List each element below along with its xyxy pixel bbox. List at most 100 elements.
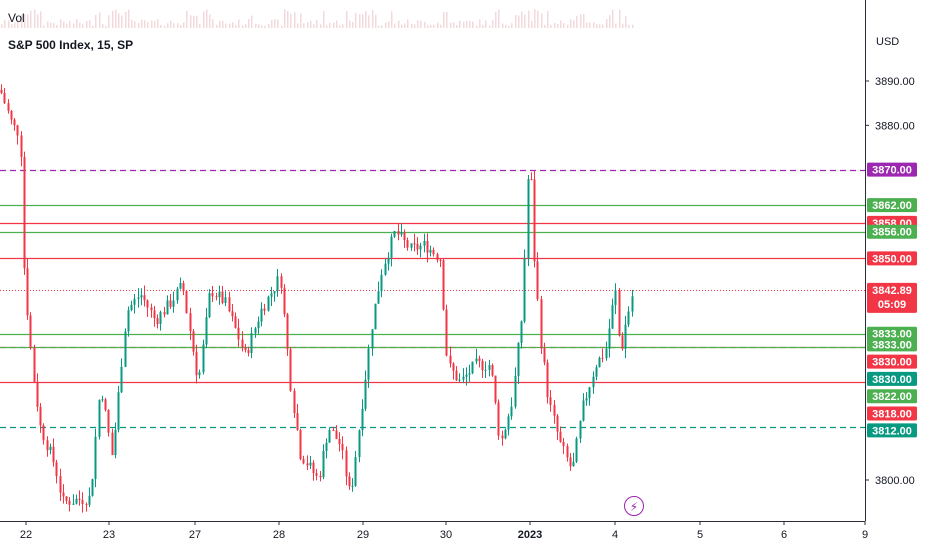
volume-bar-149	[485, 20, 487, 28]
volume-bar-172	[560, 20, 562, 28]
volume-bar-7	[24, 14, 26, 28]
candle-body-55	[179, 283, 182, 289]
volume-bar-95	[310, 20, 312, 28]
volume-bar-96	[313, 24, 315, 28]
volume-bar-180	[586, 22, 588, 28]
level-tag-4: 3850.00	[872, 253, 912, 265]
candle-body-182	[592, 376, 595, 388]
volume-bar-1	[4, 19, 6, 28]
candle-body-165	[536, 261, 539, 300]
candle-body-79	[257, 321, 260, 329]
candle-body-0	[0, 89, 3, 93]
volume-bar-5	[17, 19, 19, 28]
volume-bar-22	[73, 23, 75, 28]
candle-body-7	[23, 156, 26, 269]
candle-body-41	[133, 298, 136, 305]
candle-body-4	[13, 119, 16, 126]
volume-bar-81	[264, 25, 266, 28]
candle-body-175	[569, 457, 572, 467]
volume-bar-39	[128, 9, 130, 29]
level-tag-8: 3830.00	[872, 374, 912, 386]
candle-body-78	[254, 328, 257, 334]
candle-body-92	[299, 429, 302, 459]
candle-body-176	[572, 461, 575, 467]
volume-bar-56	[183, 22, 185, 28]
volume-bar-57	[186, 10, 188, 28]
volume-bar-31	[102, 23, 104, 28]
volume-bar-65	[212, 19, 214, 28]
volume-bar-175	[570, 19, 572, 28]
candle-body-59	[192, 331, 195, 352]
currency-label[interactable]: USD	[876, 36, 900, 48]
volume-bar-153	[498, 9, 500, 29]
volume-bar-32	[105, 25, 107, 28]
candle-body-188	[611, 305, 614, 329]
candle-body-147	[478, 358, 481, 361]
candle-body-16	[52, 446, 55, 463]
volume-bar-42	[138, 23, 140, 28]
volume-bar-179	[583, 13, 585, 28]
x-tick-label-6: 2023	[518, 529, 542, 541]
price-axis[interactable]: 3890.00 3880.00 3800.00	[865, 76, 915, 487]
candle-body-181	[588, 387, 591, 399]
lightning-icon[interactable]: ⚡	[624, 496, 644, 516]
candle-body-106	[345, 450, 348, 477]
candle-body-170	[553, 404, 556, 416]
volume-bar-194	[632, 24, 634, 28]
candle-body-71	[231, 311, 234, 317]
candle-body-15	[49, 446, 52, 451]
volume-bar-125	[407, 19, 409, 28]
candle-body-63	[205, 317, 208, 345]
volume-bar-62	[203, 11, 205, 28]
volume-bar-185	[602, 24, 604, 28]
candle-body-129	[419, 245, 422, 250]
candle-body-135	[439, 259, 442, 261]
candle-body-52	[169, 300, 172, 307]
candle-body-48	[156, 318, 159, 324]
volume-bar-141	[459, 20, 461, 28]
volume-bar-144	[469, 21, 471, 28]
volume-bar-128	[417, 20, 419, 28]
volume-bar-114	[372, 9, 374, 28]
volume-bar-66	[216, 24, 218, 28]
candle-body-31	[101, 399, 104, 401]
volume-bar-110	[359, 14, 361, 28]
volume-bar-37	[121, 15, 123, 28]
level-tag-7-bg	[867, 354, 917, 369]
volume-bar-111	[362, 14, 364, 28]
volume-bar-171	[557, 23, 559, 28]
candle-body-159	[517, 342, 520, 376]
volume-bar-177	[576, 15, 578, 28]
candle-body-116	[377, 291, 380, 304]
volume-bar-91	[297, 23, 299, 28]
candle-body-108	[351, 485, 354, 487]
candle-body-62	[202, 344, 205, 373]
candle-body-173	[562, 441, 565, 447]
volume-bar-107	[349, 20, 351, 28]
volume-bar-79	[258, 24, 260, 28]
candle-body-112	[364, 379, 367, 409]
candle-body-119	[387, 257, 390, 264]
volume-bar-154	[502, 23, 504, 28]
volume-bar-164	[534, 9, 536, 28]
candle-body-10	[33, 348, 36, 382]
volume-label: Vol	[8, 11, 25, 25]
time-axis[interactable]: 22 23 27 28 29 30 2023 4 5 6 9	[20, 521, 868, 541]
candle-body-122	[397, 231, 400, 235]
level-tag-7: 3830.00	[872, 357, 912, 369]
volume-bar-53	[173, 23, 175, 28]
volume-bar-27	[89, 20, 91, 28]
volume-bar-101	[329, 22, 331, 28]
candle-body-30	[98, 399, 101, 437]
volume-bar-187	[609, 15, 611, 28]
level-tag-9-bg	[867, 389, 917, 404]
volume-bar-118	[385, 22, 387, 28]
volume-bar-58	[190, 15, 192, 28]
x-tick-label-10: 9	[862, 529, 868, 541]
candle-body-42	[137, 297, 140, 299]
volume-bar-168	[547, 11, 549, 28]
candle-body-54	[176, 288, 179, 301]
volume-bar-38	[125, 11, 127, 29]
candle-body-22	[72, 503, 75, 505]
